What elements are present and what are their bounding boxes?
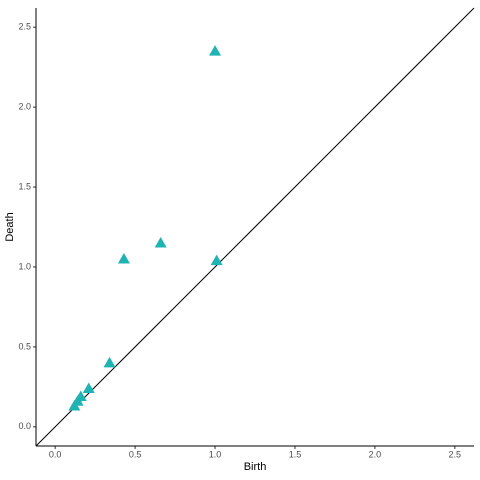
y-tick-label: 0.0 bbox=[18, 421, 31, 431]
x-tick-label: 2.5 bbox=[449, 449, 462, 459]
x-tick-label: 1.5 bbox=[289, 449, 302, 459]
diagonal bbox=[35, 7, 475, 447]
x-tick-label: 2.0 bbox=[369, 449, 382, 459]
y-tick-label: 1.5 bbox=[18, 181, 31, 191]
x-tick-label: 0.5 bbox=[129, 449, 142, 459]
x-tick-label: 0.0 bbox=[49, 449, 62, 459]
y-tick-label: 2.5 bbox=[18, 22, 31, 32]
point bbox=[210, 254, 223, 266]
point bbox=[117, 252, 130, 264]
y-tick-label: 1.0 bbox=[18, 261, 31, 271]
y-tick-label: 2.0 bbox=[18, 101, 31, 111]
point bbox=[74, 390, 87, 401]
y-tick-label: 0.5 bbox=[18, 341, 31, 351]
point bbox=[209, 45, 222, 56]
x-tick-label: 1.0 bbox=[209, 449, 222, 459]
point bbox=[82, 382, 95, 393]
point bbox=[103, 356, 116, 368]
point bbox=[154, 236, 167, 248]
y-axis-title: Death bbox=[4, 212, 16, 241]
x-axis-title: Birth bbox=[244, 461, 267, 473]
